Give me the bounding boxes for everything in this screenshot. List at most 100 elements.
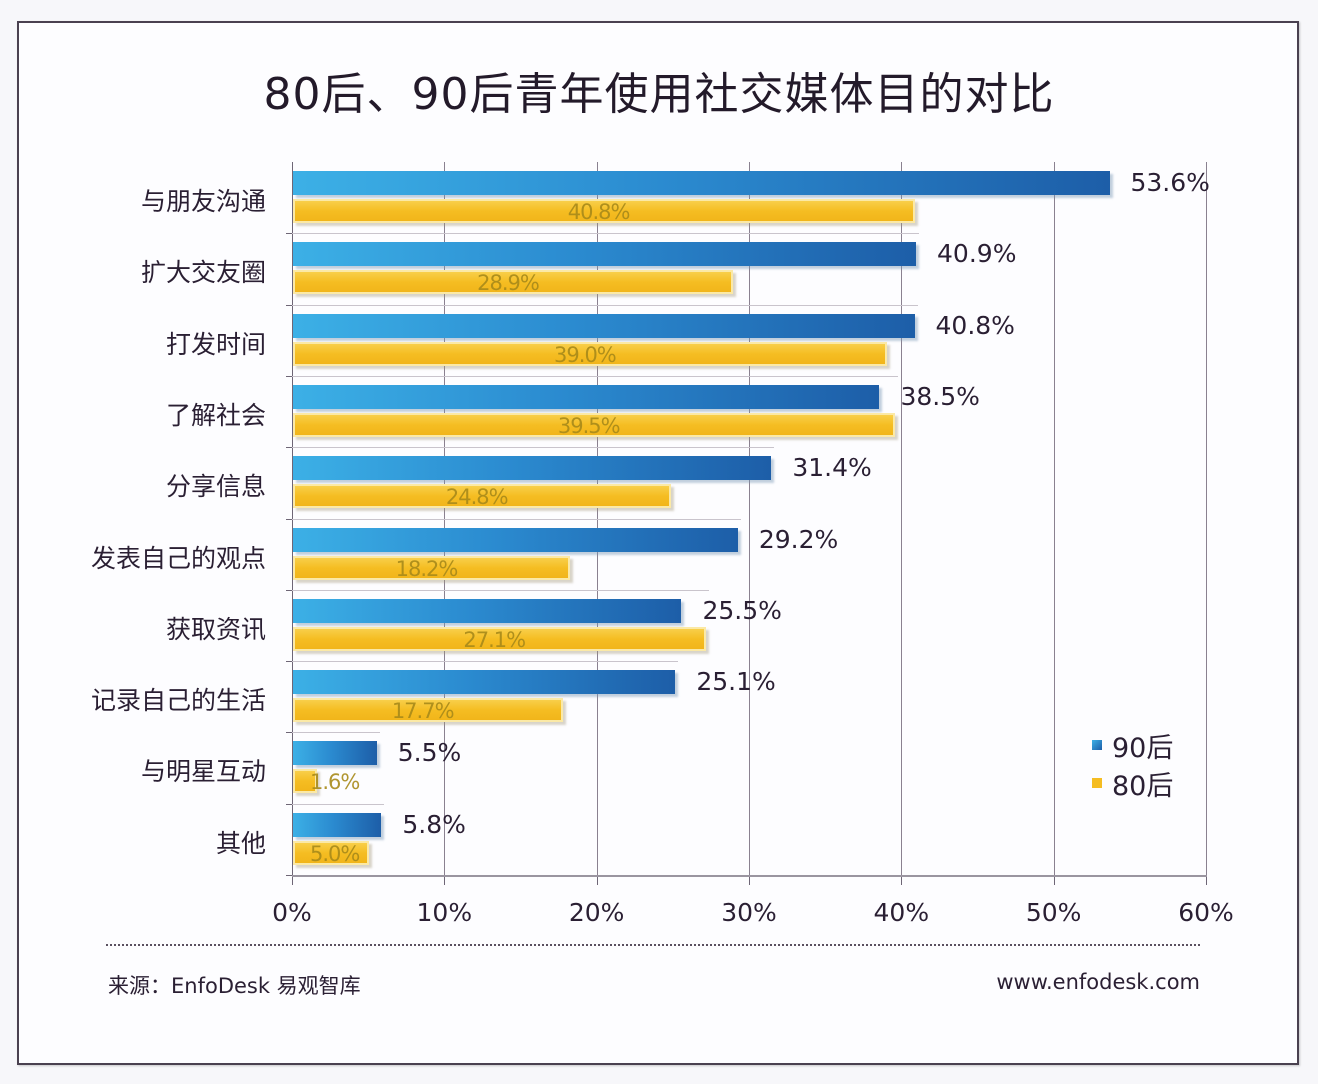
- value-label-90: 5.8%: [402, 809, 466, 839]
- value-label-90: 40.9%: [937, 239, 1017, 269]
- group-separator: [292, 304, 918, 306]
- value-label-80: 17.7%: [391, 699, 455, 724]
- source-label: 来源：EnfoDesk 易观智库: [108, 974, 361, 998]
- x-tick: [901, 875, 903, 885]
- x-tick: [596, 875, 598, 885]
- value-label-90: 25.1%: [696, 667, 776, 697]
- category-label: 打发时间: [165, 329, 266, 359]
- category-label: 与朋友沟通: [140, 187, 266, 216]
- value-label-90: 40.8%: [935, 310, 1015, 340]
- value-label-90: 29.2%: [758, 524, 839, 554]
- value-label-80: 27.1%: [463, 627, 526, 652]
- group-separator: [292, 233, 920, 235]
- category-label: 扩大交友圈: [140, 258, 266, 288]
- group-separator: [292, 661, 679, 663]
- category-label: 其他: [215, 828, 266, 858]
- category-label: 记录自己的生活: [90, 686, 266, 716]
- y-tick: [286, 233, 292, 235]
- x-tick: [444, 875, 446, 885]
- x-tick-label: 40%: [873, 898, 930, 927]
- y-tick: [286, 304, 292, 306]
- y-tick: [286, 447, 292, 449]
- chart-title: 80后、90后青年使用社交媒体目的对比: [263, 69, 1055, 120]
- legend-swatch-90-icon: [1092, 740, 1102, 750]
- y-tick: [286, 803, 292, 805]
- x-tick: [749, 875, 750, 885]
- bar-90: [293, 456, 772, 481]
- value-label-90: 5.5%: [397, 738, 462, 768]
- category-label: 了解社会: [165, 400, 266, 430]
- bar-90: [293, 171, 1110, 195]
- category-label: 分享信息: [165, 472, 266, 502]
- value-label-90: 31.4%: [792, 453, 872, 483]
- group-separator: [292, 803, 385, 805]
- bar-80: [293, 484, 671, 509]
- x-tick-label: 60%: [1178, 898, 1234, 927]
- value-label-80: 40.8%: [567, 200, 631, 224]
- category-label: 发表自己的观点: [90, 543, 266, 573]
- x-tick: [292, 875, 293, 885]
- value-label-80: 39.0%: [554, 342, 617, 367]
- legend-item-90: 90后: [1092, 726, 1173, 764]
- group-separator: [292, 589, 709, 591]
- bar-80: [293, 555, 571, 580]
- legend: 90后 80后: [1092, 726, 1173, 802]
- bar-90: [293, 527, 738, 552]
- value-label-90: 38.5%: [900, 381, 980, 411]
- y-tick: [286, 589, 292, 591]
- group-separator: [292, 732, 380, 734]
- value-label-80: 24.8%: [445, 485, 509, 510]
- x-axis: [292, 875, 1207, 877]
- category-label: 与明星互动: [140, 757, 266, 787]
- y-tick: [286, 518, 292, 520]
- bar-80: [293, 199, 915, 223]
- bar-80: [293, 769, 318, 794]
- legend-item-80: 80后: [1092, 764, 1173, 802]
- bar-90: [293, 242, 917, 267]
- bar-90: [293, 598, 682, 623]
- y-tick: [286, 661, 292, 663]
- bar-80: [293, 412, 895, 437]
- x-tick: [1053, 875, 1055, 885]
- bar-90: [293, 670, 676, 695]
- x-tick-label: 0%: [272, 898, 312, 927]
- category-label: 获取资讯: [165, 614, 266, 644]
- legend-swatch-80-icon: [1092, 778, 1102, 788]
- group-separator: [292, 375, 898, 377]
- bar-90: [293, 384, 880, 409]
- bar-90: [293, 741, 377, 766]
- bar-80: [293, 698, 563, 723]
- legend-label-80: 80后: [1112, 770, 1174, 802]
- group-separator: [292, 518, 741, 520]
- bar-90: [293, 313, 915, 338]
- bar-80: [293, 341, 888, 366]
- value-label-80: 5.0%: [310, 841, 360, 866]
- value-label-90: 53.6%: [1130, 168, 1210, 197]
- value-label-80: 39.5%: [557, 413, 621, 438]
- bar-90: [293, 812, 382, 837]
- value-label-90: 25.5%: [702, 595, 782, 625]
- value-label-80: 28.9%: [477, 271, 540, 296]
- gridline: [749, 162, 750, 875]
- legend-label-90: 90后: [1112, 732, 1174, 764]
- gridline: [901, 162, 903, 875]
- y-tick: [286, 732, 292, 734]
- gridline: [1206, 162, 1207, 875]
- bar-80: [293, 270, 734, 295]
- bar-80: [293, 626, 706, 651]
- gridline: [1053, 162, 1055, 875]
- x-tick-label: 50%: [1025, 898, 1082, 927]
- x-tick-label: 10%: [416, 898, 473, 927]
- y-tick: [286, 375, 292, 377]
- x-tick-label: 20%: [568, 898, 625, 927]
- value-label-80: 1.6%: [310, 770, 360, 795]
- value-label-80: 18.2%: [395, 556, 459, 581]
- x-tick: [1206, 875, 1207, 885]
- bar-80: [293, 840, 370, 865]
- x-tick-label: 30%: [721, 898, 777, 927]
- group-separator: [292, 447, 775, 449]
- footer-divider: [106, 944, 1200, 946]
- source-url: www.enfodesk.com: [996, 970, 1200, 994]
- y-tick: [286, 875, 292, 876]
